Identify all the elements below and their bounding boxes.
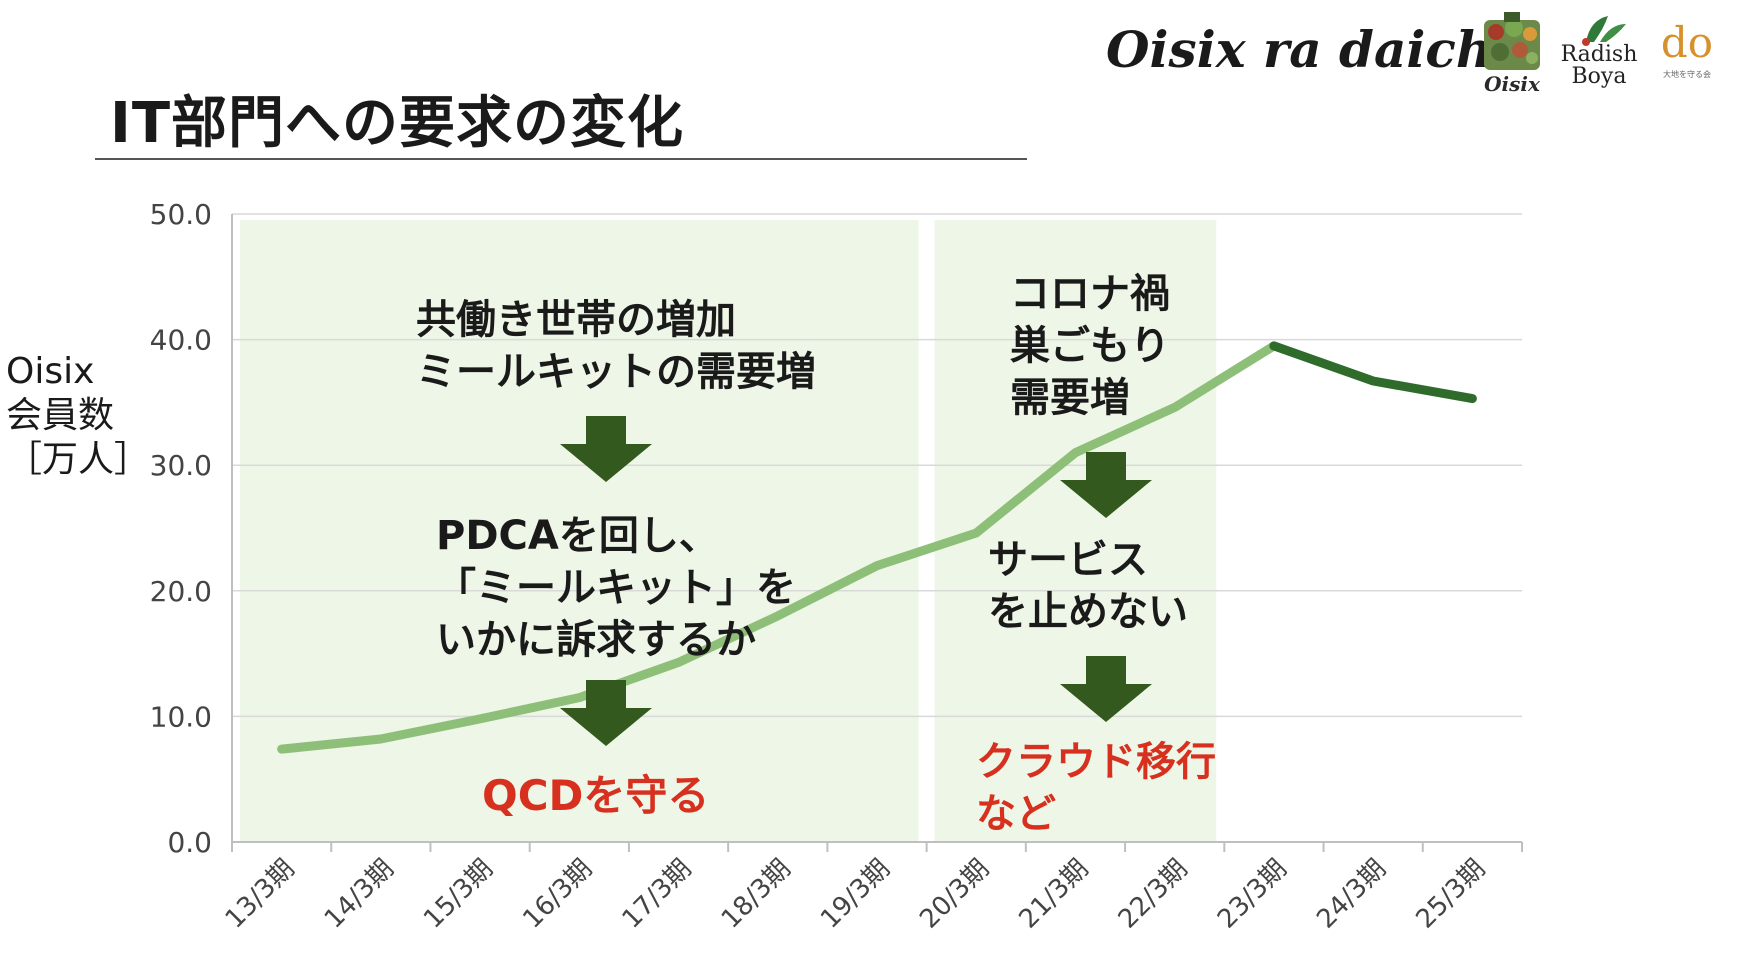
right-action-line: サービス [988,537,1148,583]
y-tick-label: 0.0 [167,826,212,859]
left-action-text: PDCAを回し、 「ミールキット」を いかに訴求するか [436,510,796,666]
y-tick-label: 20.0 [150,575,212,608]
right-result-line: など [976,791,1056,837]
right-action-line: を止めない [988,589,1188,635]
left-action-line: 「ミールキット」を [436,565,796,611]
y-axis-label-line: ［万人］ [6,439,151,480]
company-logo-group: Oisix ra daichi Oisix Radish Boya do 大地を… [1106,8,1726,98]
x-tick-label: 14/3期 [319,854,400,935]
daichi-do-logo: do 大地を守る会 [1652,20,1722,96]
right-result-line: クラウド移行 [976,739,1216,785]
do-logo-word: do [1660,18,1714,67]
data-point [972,529,981,538]
left-cause-line: 共働き世帯の増加 [416,297,736,343]
right-result-text: クラウド移行 など [976,736,1216,840]
x-tick-label: 23/3期 [1212,854,1293,935]
y-axis-label: Oisix 会員数 ［万人］ [6,350,150,482]
x-tick-label: 15/3期 [418,854,499,935]
y-axis-label-line: Oisix [6,351,95,392]
radish-boya-logo: Radish Boya [1556,12,1642,96]
radish-boya-logo-word: Radish Boya [1556,44,1642,88]
y-axis-label-line: 会員数 [6,395,115,436]
data-point [1269,341,1278,350]
right-cause-line: コロナ禍 [1010,271,1170,317]
slide-title: IT部門への要求の変化 [110,91,685,156]
down-arrow-icon [560,416,652,482]
y-tick-label: 10.0 [150,700,212,733]
title-underline [95,158,1027,160]
radish-leaf-icon [1582,16,1626,46]
x-tick-label: 21/3期 [1014,854,1095,935]
boya-word: Boya [1571,64,1627,89]
data-point [476,714,485,723]
left-result-text: QCDを守る [482,771,710,820]
brand-logo-text: Oisix ra daichi [1106,20,1512,79]
vegetable-basket-icon [1484,12,1540,70]
y-tick-label: 50.0 [150,198,212,231]
down-arrow-icon [560,680,652,746]
right-cause-line: 巣ごもり [1010,323,1170,369]
x-tick-label: 25/3期 [1410,854,1491,935]
x-tick-label: 18/3期 [716,854,797,935]
x-tick-label: 20/3期 [914,854,995,935]
y-tick-label: 40.0 [150,324,212,357]
data-point [1170,403,1179,412]
x-tick-label: 19/3期 [815,854,896,935]
right-cause-line: 需要増 [1010,375,1130,421]
data-point [376,735,385,744]
down-arrow-icon [1060,656,1152,722]
left-cause-text: 共働き世帯の増加 ミールキットの需要増 [416,294,816,398]
down-arrow-icon [1060,452,1152,518]
right-cause-text: コロナ禍 巣ごもり 需要増 [1010,268,1170,424]
data-point [1369,377,1378,386]
radish-word: Radish [1560,42,1638,67]
left-action-line: いかに訴求するか [436,617,756,663]
oisix-logo: Oisix [1474,10,1550,96]
x-tick-label: 22/3期 [1113,854,1194,935]
data-point [873,561,882,570]
left-cause-line: ミールキットの需要増 [416,349,816,395]
do-logo-subtext: 大地を守る会 [1663,70,1711,79]
left-action-line: PDCAを回し、 [436,513,719,559]
right-action-text: サービス を止めない [988,534,1188,638]
series-line-after-peak [1269,341,1477,404]
data-point [1468,394,1477,403]
data-point [277,745,286,754]
series-line-growth [277,341,1279,754]
x-tick-label: 17/3期 [617,854,698,935]
x-tick-label: 16/3期 [517,854,598,935]
y-tick-label: 30.0 [150,449,212,482]
x-tick-label: 13/3期 [220,854,301,935]
x-tick-label: 24/3期 [1311,854,1392,935]
oisix-logo-word: Oisix [1484,72,1540,96]
